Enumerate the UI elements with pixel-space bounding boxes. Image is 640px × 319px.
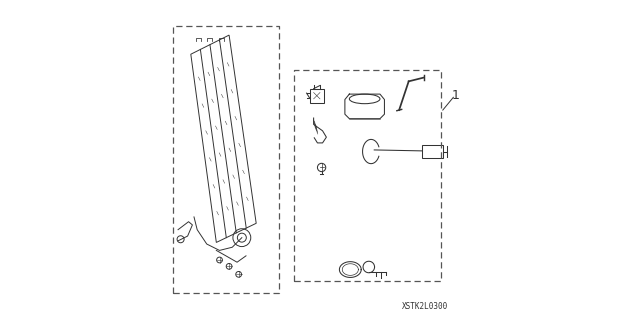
- Bar: [310, 89, 324, 103]
- Bar: [422, 145, 443, 158]
- Text: 1: 1: [452, 89, 460, 102]
- Text: XSTK2L0300: XSTK2L0300: [402, 302, 449, 311]
